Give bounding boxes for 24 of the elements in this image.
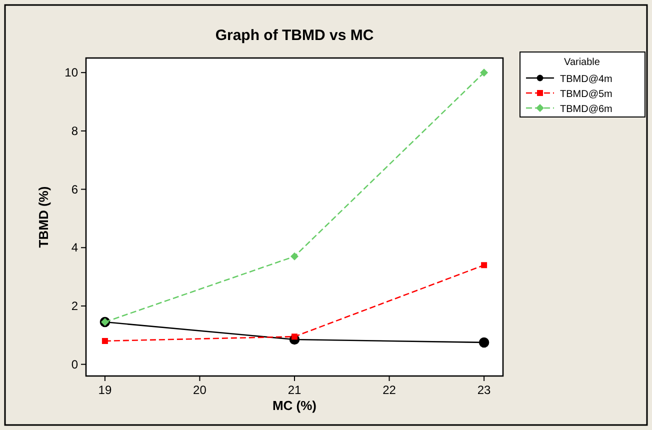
x-axis-title: MC (%) (272, 398, 317, 413)
point (481, 262, 488, 268)
x-tick-label: 19 (98, 383, 112, 397)
chart-title: Graph of TBMD vs MC (215, 27, 374, 44)
point (480, 68, 488, 77)
point (290, 252, 298, 260)
y-tick-label: 10 (64, 66, 78, 80)
point (102, 338, 108, 344)
y-tick-label: 2 (71, 298, 78, 313)
x-tick-label: 22 (382, 383, 396, 397)
x-tick-label: 21 (288, 383, 302, 397)
y-tick-label: 4 (71, 240, 78, 255)
legend-label: TBMD@5m (560, 89, 612, 100)
y-tick-label: 0 (71, 357, 78, 372)
x-tick-label: 20 (193, 383, 207, 397)
point (478, 337, 490, 348)
x-tick-label: 23 (477, 383, 492, 397)
legend-label: TBMD@6m (560, 104, 612, 115)
legend-label: TBMD@4m (560, 74, 612, 85)
y-tick-label: 6 (71, 182, 78, 196)
legend-title: Variable (564, 57, 600, 68)
y-axis-title: TBMD (%) (36, 186, 51, 248)
point (292, 334, 298, 340)
y-tick-label: 8 (71, 124, 78, 138)
